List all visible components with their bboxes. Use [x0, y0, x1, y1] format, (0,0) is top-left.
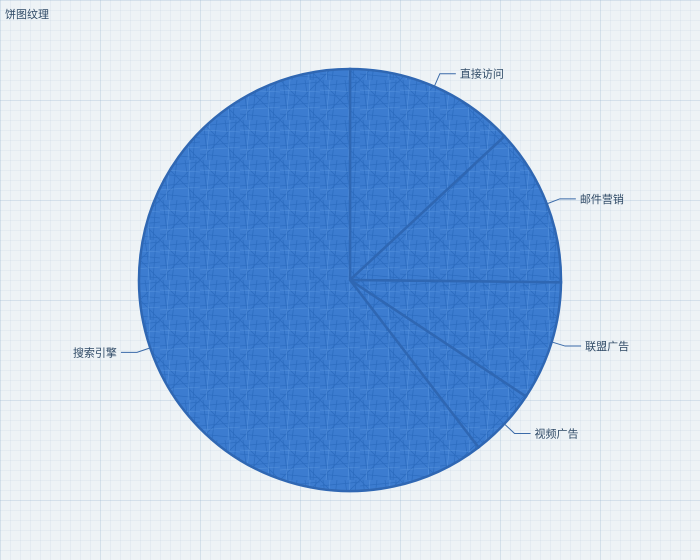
pie-slice-5[interactable]: [137, 67, 481, 493]
pie-slices: [137, 67, 563, 493]
slice-label-5: 搜索引擎: [73, 345, 117, 359]
leader-line-2: [546, 198, 576, 205]
slice-label-2: 邮件营销: [580, 192, 624, 206]
pie-slice-1[interactable]: [348, 67, 507, 283]
leader-line-1: [433, 73, 456, 87]
leader-line-3: [551, 341, 582, 347]
slice-label-4: 视频广告: [535, 426, 579, 440]
leader-line-5: [120, 347, 151, 353]
slice-label-1: 直接访问: [460, 67, 504, 81]
slice-label-3: 联盟广告: [585, 340, 629, 353]
chart-title: 饼图纹理: [5, 8, 49, 21]
leader-line-4: [503, 423, 531, 434]
pie-slice-3[interactable]: [345, 278, 563, 399]
pie-slice-2[interactable]: [346, 134, 563, 284]
